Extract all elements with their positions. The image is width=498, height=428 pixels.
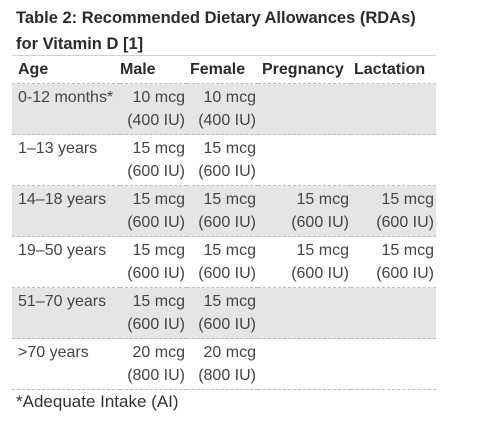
value-mcg: 15 mcg <box>132 140 185 157</box>
age-label: 19–50 years <box>18 242 107 259</box>
cell-female: 15 mcg (600 IU) <box>187 135 258 186</box>
value-iu: (600 IU) <box>127 316 185 333</box>
cell-female: 20 mcg (800 IU) <box>187 339 258 390</box>
cell-lactation: 15 mcg (600 IU) <box>351 185 436 237</box>
cell-male: 10 mcg (400 IU) <box>120 83 187 135</box>
value-mcg: 15 mcg <box>296 191 349 208</box>
header-pregnancy: Pregnancy <box>262 61 344 78</box>
cell-lactation <box>351 287 436 339</box>
cell-pregnancy: 15 mcg (600 IU) <box>258 185 351 237</box>
cell-age: 51–70 years <box>12 287 120 339</box>
cell-lactation <box>351 339 436 390</box>
footnote: *Adequate Intake (AI) <box>16 392 179 411</box>
value-iu: (600 IU) <box>198 265 256 282</box>
table-row: 14–18 years 15 mcg (600 IU) 15 mcg (600 IU… <box>12 185 436 237</box>
value-mcg: 15 mcg <box>132 191 185 208</box>
value-mcg: 15 mcg <box>132 293 185 310</box>
value-iu: (600 IU) <box>127 214 185 231</box>
cell-lactation <box>351 83 436 135</box>
value-mcg: 10 mcg <box>203 89 256 106</box>
cell-age: 19–50 years <box>12 237 120 288</box>
age-label: 0-12 months* <box>18 89 114 106</box>
header-lactation: Lactation <box>354 61 426 78</box>
cell-lactation <box>351 135 436 186</box>
value-mcg: 15 mcg <box>296 242 349 259</box>
value-iu: (600 IU) <box>376 214 434 231</box>
value-iu: (600 IU) <box>291 265 349 282</box>
cell-female: 15 mcg (600 IU) <box>187 237 258 288</box>
value-mcg: 20 mcg <box>132 344 185 361</box>
cell-pregnancy <box>258 135 351 186</box>
cell-age: 0-12 months* <box>12 83 120 135</box>
header-age: Age <box>18 61 49 78</box>
value-iu: (800 IU) <box>198 367 256 384</box>
cell-male: 20 mcg (800 IU) <box>120 339 187 390</box>
value-mcg: 10 mcg <box>132 89 185 106</box>
cell-male: 15 mcg (600 IU) <box>120 185 187 237</box>
age-label: 51–70 years <box>18 293 107 310</box>
value-mcg: 20 mcg <box>203 344 256 361</box>
value-mcg: 15 mcg <box>132 242 185 259</box>
cell-female: 10 mcg (400 IU) <box>187 83 258 135</box>
value-iu: (600 IU) <box>127 265 185 282</box>
value-iu: (600 IU) <box>127 163 185 180</box>
table-row: 0-12 months* 10 mcg (400 IU) 10 mcg (400 I… <box>12 83 436 135</box>
cell-pregnancy <box>258 339 351 390</box>
cell-age: 1–13 years <box>12 135 120 186</box>
table-header-row: Age Male Female Pregnancy Lactation <box>12 57 436 84</box>
cell-lactation: 15 mcg (600 IU) <box>351 237 436 288</box>
value-iu: (600 IU) <box>198 316 256 333</box>
cell-pregnancy: 15 mcg (600 IU) <box>258 237 351 288</box>
cell-male: 15 mcg (600 IU) <box>120 237 187 288</box>
value-iu: (600 IU) <box>291 214 349 231</box>
value-mcg: 15 mcg <box>203 293 256 310</box>
cell-female: 15 mcg (600 IU) <box>187 185 258 237</box>
cell-age: 14–18 years <box>12 185 120 237</box>
title-divider <box>12 55 436 56</box>
age-label: 14–18 years <box>18 191 107 208</box>
table-body: 0-12 months* 10 mcg (400 IU) 10 mcg (400 I… <box>12 83 436 390</box>
value-mcg: 15 mcg <box>381 191 434 208</box>
table-title: Table 2: Recommended Dietary Allowances … <box>16 5 416 57</box>
value-iu: (400 IU) <box>198 112 256 129</box>
age-label: >70 years <box>18 344 89 361</box>
rda-table: Age Male Female Pregnancy Lactation 0-12… <box>12 57 436 390</box>
value-iu: (600 IU) <box>198 214 256 231</box>
value-iu: (800 IU) <box>127 367 185 384</box>
value-mcg: 15 mcg <box>203 242 256 259</box>
value-mcg: 15 mcg <box>203 140 256 157</box>
header-male: Male <box>120 61 156 78</box>
cell-male: 15 mcg (600 IU) <box>120 287 187 339</box>
value-mcg: 15 mcg <box>381 242 434 259</box>
value-mcg: 15 mcg <box>203 191 256 208</box>
table-row: >70 years 20 mcg (800 IU) 20 mcg (800 IU) <box>12 338 436 390</box>
age-label: 1–13 years <box>18 140 98 157</box>
table-row: 51–70 years 15 mcg (600 IU) 15 mcg (600 IU… <box>12 287 436 339</box>
header-female: Female <box>190 61 246 78</box>
value-iu: (600 IU) <box>198 163 256 180</box>
table-row: 1–13 years 15 mcg (600 IU) 15 mcg (600 IU) <box>12 134 436 186</box>
value-iu: (400 IU) <box>127 112 185 129</box>
cell-pregnancy <box>258 83 351 135</box>
cell-pregnancy <box>258 287 351 339</box>
table-title-line-2: for Vitamin D [1] <box>16 35 144 53</box>
cell-male: 15 mcg (600 IU) <box>120 135 187 186</box>
table-title-line-1: Table 2: Recommended Dietary Allowances … <box>16 9 416 27</box>
table-row: 19–50 years 15 mcg (600 IU) 15 mcg (600 IU… <box>12 236 436 288</box>
cell-female: 15 mcg (600 IU) <box>187 287 258 339</box>
cell-age: >70 years <box>12 339 120 390</box>
value-iu: (600 IU) <box>376 265 434 282</box>
